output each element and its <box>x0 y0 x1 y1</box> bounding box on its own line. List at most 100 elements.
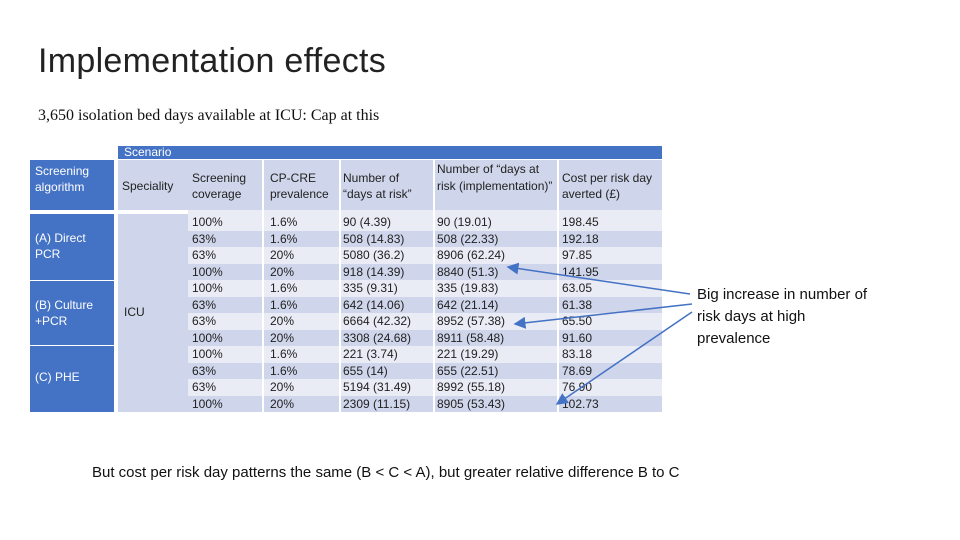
group-b-cell <box>30 281 114 345</box>
risk-days-cell: 3308 (24.68) <box>343 330 412 345</box>
risk-days-impl-cell: 8840 (51.3) <box>437 264 499 279</box>
cost-header: Cost per risk day averted (£) <box>562 171 653 201</box>
table-row <box>188 263 662 280</box>
risk-days-impl-cell: 8905 (53.43) <box>437 396 506 411</box>
risk-days-impl-cell: 335 (19.83) <box>437 281 499 295</box>
risk-days-cell: 655 (14) <box>343 363 388 378</box>
footer-text: But cost per risk day patterns the same … <box>92 464 680 481</box>
prevalence-cell: 20% <box>270 396 295 411</box>
risk-days-impl-cell: 90 (19.01) <box>437 215 492 229</box>
prevalence-cell: 1.6% <box>270 281 298 295</box>
risk-days-impl-header: Number of “days at risk (implementation)… <box>437 162 553 193</box>
coverage-cell: 100% <box>192 281 223 295</box>
algorithm-header-cell <box>30 160 114 210</box>
risk-days-impl-cell: 221 (19.29) <box>437 347 499 361</box>
risk-days-impl-cell: 8992 (55.18) <box>437 380 506 394</box>
prevalence-cell: 20% <box>270 314 295 328</box>
table-row <box>188 280 662 297</box>
column-divider <box>262 160 264 412</box>
table-row <box>188 395 662 412</box>
arrow-to-c <box>555 311 693 405</box>
cost-cell: 83.18 <box>562 347 593 361</box>
arrow-to-a <box>506 262 691 295</box>
coverage-cell: 100% <box>192 330 223 345</box>
risk-days-impl-cell: 508 (22.33) <box>437 231 499 246</box>
prevalence-cell: 1.6% <box>270 347 298 361</box>
coverage-header: Screening coverage <box>192 171 247 201</box>
speciality-value: ICU <box>124 305 145 319</box>
coverage-cell: 63% <box>192 248 217 262</box>
risk-days-cell: 90 (4.39) <box>343 215 392 229</box>
cost-cell: 192.18 <box>562 231 599 246</box>
annotation-note: Big increase in number of risk days at h… <box>697 286 868 347</box>
coverage-cell: 100% <box>192 264 223 279</box>
speciality-cell <box>118 214 188 412</box>
speciality-header: Speciality <box>122 179 174 193</box>
coverage-cell: 63% <box>192 314 217 328</box>
risk-days-impl-cell: 655 (22.51) <box>437 363 499 378</box>
cost-cell: 198.45 <box>562 215 599 229</box>
coverage-cell: 100% <box>192 215 223 229</box>
coverage-cell: 63% <box>192 231 217 246</box>
column-divider <box>557 160 559 412</box>
arrow-to-b <box>513 303 693 329</box>
coverage-cell: 100% <box>192 347 223 361</box>
scenario-bar <box>118 146 662 159</box>
group-a-cell <box>30 214 114 280</box>
coverage-cell: 63% <box>192 297 217 312</box>
cost-cell: 78.69 <box>562 363 593 378</box>
prevalence-cell: 20% <box>270 248 295 262</box>
risk-days-impl-cell: 642 (21.14) <box>437 297 499 312</box>
cost-cell: 76.90 <box>562 380 593 394</box>
risk-days-cell: 221 (3.74) <box>343 347 398 361</box>
table-row <box>188 230 662 247</box>
coverage-cell: 100% <box>192 396 223 411</box>
coverage-cell: 63% <box>192 363 217 378</box>
cost-cell: 141.95 <box>562 264 599 279</box>
risk-days-impl-cell: 8911 (58.48) <box>437 330 505 345</box>
table-row <box>188 346 662 363</box>
risk-days-cell: 918 (14.39) <box>343 264 405 279</box>
risk-days-cell: 642 (14.06) <box>343 297 405 312</box>
group-label-a: (A) Direct PCR <box>35 231 86 261</box>
table-row <box>188 362 662 379</box>
cost-cell: 63.05 <box>562 281 593 295</box>
column-divider <box>433 160 435 412</box>
prevalence-cell: 20% <box>270 264 295 279</box>
group-label-c: (C) PHE <box>35 370 80 384</box>
slide-subtitle: 3,650 isolation bed days available at IC… <box>38 107 380 124</box>
risk-days-impl-cell: 8906 (62.24) <box>437 248 506 262</box>
risk-days-impl-cell: 8952 (57.38) <box>437 314 506 328</box>
cost-cell: 102.73 <box>562 396 599 411</box>
table-row <box>188 214 662 231</box>
coverage-cell: 63% <box>192 380 217 394</box>
risk-days-cell: 5194 (31.49) <box>343 380 412 394</box>
cost-cell: 97.85 <box>562 248 593 262</box>
risk-days-cell: 5080 (36.2) <box>343 248 405 262</box>
scenario-label: Scenario <box>124 145 172 159</box>
prevalence-cell: 1.6% <box>270 363 298 378</box>
table-row <box>188 313 662 330</box>
prevalence-header: CP-CRE prevalence <box>270 171 329 201</box>
prevalence-cell: 1.6% <box>270 297 298 312</box>
prevalence-cell: 1.6% <box>270 215 298 229</box>
algorithm-header: Screening algorithm <box>35 164 90 194</box>
risk-days-cell: 335 (9.31) <box>343 281 398 295</box>
risk-days-cell: 2309 (11.15) <box>343 396 411 411</box>
risk-days-header: Number of “days at risk” <box>343 171 412 201</box>
table-row <box>188 379 662 396</box>
column-divider <box>339 160 341 412</box>
group-label-b: (B) Culture +PCR <box>35 298 94 328</box>
group-c-cell <box>30 346 114 412</box>
prevalence-cell: 20% <box>270 330 295 345</box>
table-row <box>188 329 662 346</box>
header-row <box>118 160 662 210</box>
risk-days-cell: 508 (14.83) <box>343 231 405 246</box>
cost-cell: 61.38 <box>562 297 593 312</box>
cost-cell: 91.60 <box>562 330 593 345</box>
table-row <box>188 296 662 313</box>
risk-days-cell: 6664 (42.32) <box>343 314 412 328</box>
prevalence-cell: 20% <box>270 380 295 394</box>
prevalence-cell: 1.6% <box>270 231 298 246</box>
